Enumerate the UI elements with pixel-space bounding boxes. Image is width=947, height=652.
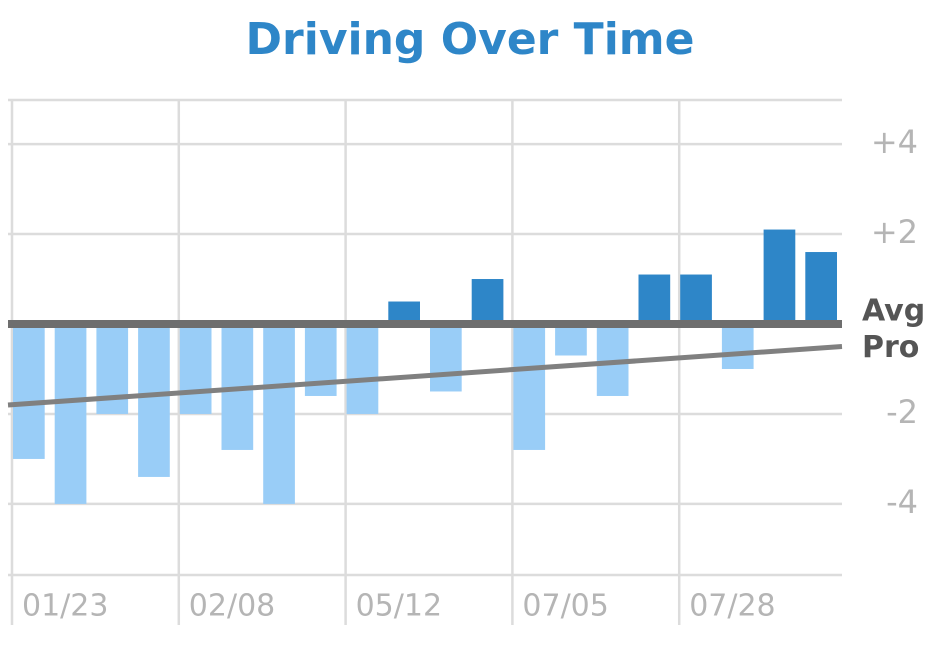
x-tick-label: 01/23 bbox=[22, 589, 108, 624]
bar bbox=[388, 301, 420, 325]
bar bbox=[179, 324, 212, 414]
y-tick-label: +4 bbox=[871, 123, 918, 161]
y-tick-label: -2 bbox=[886, 393, 918, 431]
x-tick-label: 07/28 bbox=[689, 589, 775, 624]
bar bbox=[430, 324, 462, 392]
bar bbox=[638, 274, 671, 325]
bar bbox=[805, 252, 837, 325]
reference-line bbox=[7, 344, 843, 408]
x-tick-label: 07/05 bbox=[522, 589, 608, 624]
bar bbox=[138, 324, 170, 477]
bar bbox=[763, 229, 796, 325]
y-tick-label: -4 bbox=[886, 483, 918, 521]
x-tick-label: 02/08 bbox=[189, 589, 275, 624]
chart-title: Driving Over Time bbox=[246, 14, 695, 65]
bar bbox=[471, 279, 504, 325]
bar bbox=[513, 324, 546, 450]
reference-label: Avg bbox=[862, 294, 925, 329]
bar bbox=[263, 324, 295, 504]
x-tick-label: 05/12 bbox=[356, 589, 442, 624]
bar bbox=[555, 324, 587, 356]
bar bbox=[680, 274, 712, 325]
bar bbox=[13, 324, 45, 459]
bar bbox=[346, 324, 379, 414]
y-tick-label: +2 bbox=[871, 213, 918, 251]
bar bbox=[54, 324, 87, 504]
reference-label: Pro bbox=[862, 330, 919, 365]
bar bbox=[721, 324, 754, 369]
